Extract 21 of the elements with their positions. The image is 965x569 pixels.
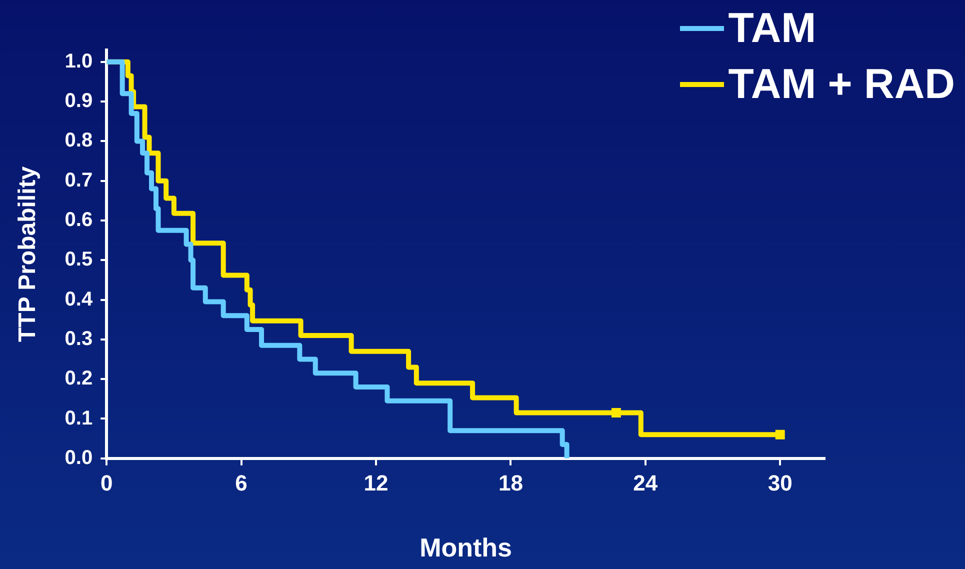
y-tick-label: 0.0 — [64, 446, 93, 469]
y-tick-label: 1.0 — [64, 50, 93, 72]
x-tick-label: 6 — [235, 470, 248, 496]
y-axis-title: TTP Probability — [14, 166, 42, 342]
y-tick-label: 0.6 — [64, 209, 93, 232]
y-tick-label: 0.3 — [64, 328, 93, 350]
y-tick-label: 0.4 — [64, 288, 94, 310]
y-tick-label: 0.9 — [64, 90, 93, 112]
legend-label: TAM + RAD — [728, 60, 955, 108]
y-tick-label: 0.2 — [64, 368, 93, 390]
y-tick-label: 0.8 — [64, 130, 93, 152]
legend-label: TAM — [728, 4, 816, 52]
y-tick-label: 0.5 — [64, 248, 93, 271]
y-tick-label: 0.1 — [64, 407, 93, 430]
x-axis-title: Months — [420, 532, 512, 563]
x-tick-label: 0 — [100, 470, 113, 496]
x-tick-label: 24 — [633, 470, 658, 496]
x-tick-label: 18 — [498, 470, 523, 496]
y-tick-label: 0.7 — [64, 169, 93, 192]
x-tick-label: 12 — [364, 470, 388, 496]
x-tick-label: 30 — [768, 470, 792, 496]
